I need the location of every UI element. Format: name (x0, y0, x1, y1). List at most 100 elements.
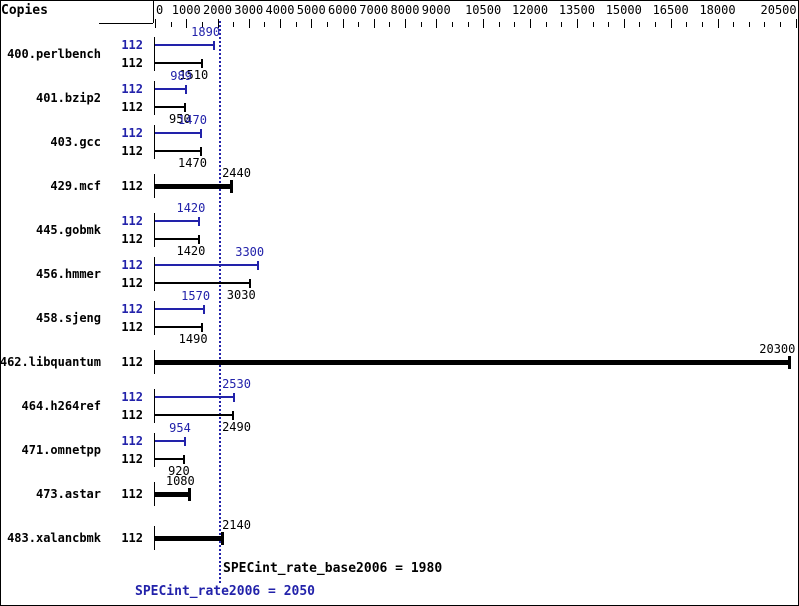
axis-tick-major (373, 19, 375, 28)
base-bar (155, 62, 203, 64)
base-bar (155, 458, 184, 460)
axis-tick-minor (498, 22, 500, 27)
bar-end-cap (183, 437, 186, 446)
group-bracket (154, 174, 155, 198)
copies-value: 112 (121, 56, 143, 70)
axis-tick-minor (592, 22, 594, 27)
group-bracket (154, 213, 155, 247)
axis-tick-minor (326, 22, 328, 27)
bar-end-cap (230, 180, 234, 193)
copies-value: 112 (121, 126, 143, 140)
axis-tick-minor (170, 22, 172, 27)
axis-tick-label: 3000 (234, 3, 264, 17)
benchmark-name: 464.h264ref (21, 399, 101, 413)
bar-end-cap (257, 261, 260, 270)
group-bracket (154, 81, 155, 115)
axis-tick-label: 4000 (265, 3, 295, 17)
group-bracket (154, 526, 155, 550)
copies-value: 112 (121, 214, 143, 228)
axis-tick-label: 7000 (359, 3, 389, 17)
copies-column-divider (153, 1, 154, 23)
bar-end-cap (199, 147, 202, 156)
axis-tick-minor (467, 22, 469, 27)
copies-value: 112 (121, 302, 143, 316)
axis-tick-minor (389, 22, 391, 27)
peak-bar (155, 308, 205, 310)
single-value-label: 2140 (222, 518, 251, 532)
bar-end-cap (203, 305, 206, 314)
copies-value: 112 (121, 390, 143, 404)
peak-value-label: 3300 (235, 245, 265, 259)
bar-end-cap (183, 103, 186, 112)
axis-tick-minor (780, 22, 781, 27)
axis-tick-major (436, 19, 438, 28)
copies-value: 112 (121, 487, 143, 501)
axis-tick-minor (545, 22, 547, 27)
group-bracket (154, 350, 155, 374)
base-bar (155, 282, 250, 284)
base-value-label: 1470 (178, 156, 207, 170)
base-bar (155, 106, 185, 108)
axis-tick-major (483, 19, 485, 28)
base-bar (155, 150, 201, 152)
axis-tick-major (311, 19, 313, 28)
bar-end-cap (201, 59, 204, 68)
axis-tick-label: 2000 (203, 3, 232, 17)
benchmark-name: 473.astar (35, 487, 101, 501)
base-value-label: 1490 (178, 332, 208, 346)
result-bar (155, 184, 232, 189)
axis-tick-label: 16500 (652, 3, 689, 17)
bar-end-cap (213, 41, 216, 50)
peak-value-label: 2530 (222, 377, 251, 391)
bar-end-cap (788, 356, 792, 369)
peak-value-label: 1420 (176, 201, 206, 215)
axis-tick-label: 15000 (605, 3, 642, 17)
group-bracket (154, 433, 155, 467)
axis-tick-major (248, 19, 250, 28)
peak-value-label: 1570 (181, 289, 211, 303)
group-bracket (154, 37, 155, 71)
axis-tick-label: 8000 (390, 3, 420, 17)
axis-tick-label: 18000 (699, 3, 736, 17)
axis-tick-label: 0 (156, 3, 164, 17)
benchmark-name: 401.bzip2 (35, 91, 101, 105)
group-bracket (154, 125, 155, 159)
copies-value: 112 (121, 320, 143, 334)
axis-tick-major (717, 19, 719, 28)
result-bar (155, 360, 790, 365)
axis-tick-minor (201, 22, 203, 27)
axis-tick-label: 5000 (296, 3, 326, 17)
single-value-label: 20300 (759, 342, 796, 356)
bar-end-cap (184, 85, 187, 94)
axis-tick-minor (233, 22, 235, 27)
bar-end-cap (199, 129, 202, 138)
axis-tick-minor (748, 22, 750, 27)
bar-end-cap (248, 279, 251, 288)
axis-tick-major (155, 19, 156, 28)
copies-header-underline (99, 23, 153, 24)
benchmark-name: 471.omnetpp (21, 443, 101, 457)
benchmark-name: 403.gcc (50, 135, 101, 149)
bar-end-cap (233, 393, 236, 402)
peak-bar (155, 44, 215, 46)
axis-tick-minor (764, 22, 766, 27)
axis-tick-minor (295, 22, 297, 27)
peak-bar (155, 132, 201, 134)
benchmark-name: 458.sjeng (35, 311, 101, 325)
axis-tick-major (186, 19, 188, 28)
axis-tick-minor (264, 22, 266, 27)
group-bracket (154, 301, 155, 335)
axis-tick-major (623, 19, 625, 28)
base-bar (155, 414, 233, 416)
copies-value: 112 (121, 258, 143, 272)
benchmark-name: 445.gobmk (35, 223, 101, 237)
base-value-label: 2490 (222, 420, 251, 434)
copies-value: 112 (121, 100, 143, 114)
bar-end-cap (231, 411, 234, 420)
bar-end-cap (198, 217, 201, 226)
peak-summary-text: SPECint_rate2006 = 2050 (135, 584, 316, 599)
bar-end-cap (187, 488, 191, 501)
axis-tick-label: 9000 (421, 3, 451, 17)
axis-tick-minor (701, 22, 703, 27)
